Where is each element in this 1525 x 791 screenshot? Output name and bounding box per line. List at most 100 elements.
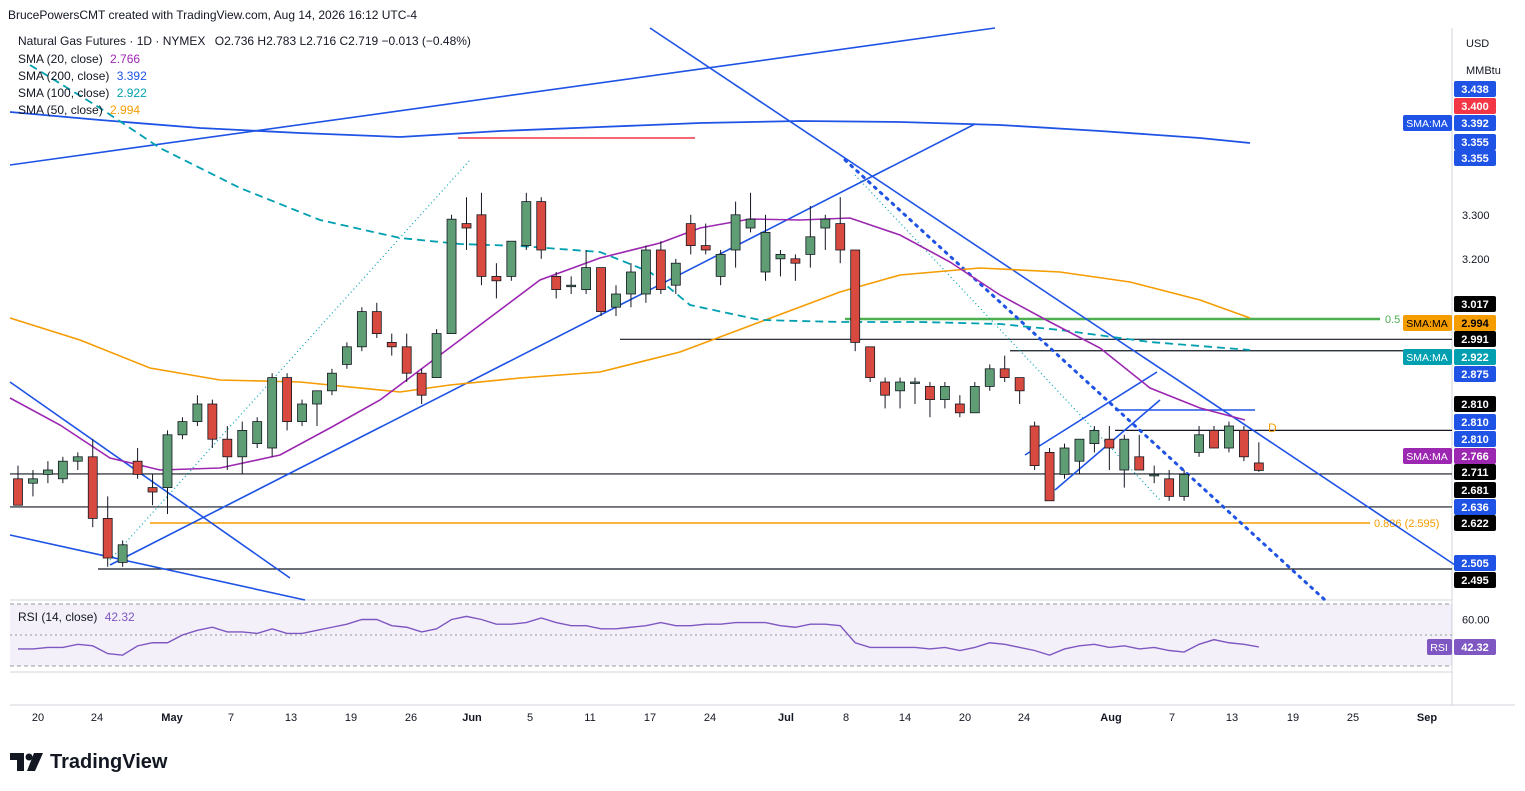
price-label: 2.875 (1454, 366, 1496, 382)
candle (566, 276, 577, 294)
price-label-text: 3.017 (1461, 299, 1489, 311)
candle (820, 214, 831, 250)
candle (102, 496, 113, 567)
candle (655, 241, 666, 294)
candle (207, 399, 218, 448)
price-label-text: 2.991 (1461, 334, 1489, 346)
ma-tag-text: SMA:MA (1406, 118, 1447, 130)
candle (1044, 448, 1055, 502)
time-tick: 17 (644, 712, 656, 724)
sma20-label: SMA (20, close) (18, 52, 103, 66)
candle-body (237, 429, 248, 458)
tradingview-logo[interactable]: TradingView (10, 750, 167, 774)
legend-rsi[interactable]: RSI (14, close) 42.32 (18, 610, 135, 624)
candle-body (730, 214, 741, 251)
legend-sma50[interactable]: SMA (50, close) 2.994 (18, 103, 140, 117)
candle-body (954, 403, 965, 414)
trend-line (9, 534, 306, 601)
pattern-marker-d: D (1268, 421, 1277, 435)
instrument-title: Natural Gas Futures · 1D · NYMEX (18, 34, 206, 48)
candle (252, 417, 263, 448)
candle-body (685, 223, 696, 247)
candle-body (401, 346, 412, 374)
candle-body (446, 218, 457, 334)
candle-body (984, 368, 995, 387)
time-tick: 24 (91, 712, 103, 724)
price-label: 2.711 (1454, 464, 1496, 480)
candle (416, 368, 427, 404)
tradingview-logo-icon (10, 753, 43, 771)
price-label-box (1454, 555, 1496, 571)
time-tick: 24 (704, 712, 716, 724)
candle (1253, 442, 1264, 472)
candle-body (1059, 447, 1070, 475)
candle (13, 465, 23, 506)
candle-body (1074, 438, 1085, 462)
candle-body (117, 544, 128, 563)
candle (1074, 438, 1085, 475)
price-label-box (1454, 448, 1496, 464)
sma50-value: 2.994 (110, 103, 141, 117)
price-label-box (1454, 482, 1496, 498)
price-tick: 3.300 (1462, 210, 1490, 222)
candle-body (536, 201, 547, 251)
price-label-text: 3.355 (1461, 153, 1489, 165)
candle (700, 223, 711, 255)
price-label-box (1454, 515, 1496, 531)
price-label-text: 3.438 (1461, 84, 1489, 96)
candle (670, 258, 681, 294)
candle (880, 377, 890, 409)
price-label: 3.017 (1454, 296, 1496, 312)
candle (715, 250, 726, 286)
price-label-box (1454, 366, 1496, 382)
time-tick: 20 (959, 712, 971, 724)
candle-body (327, 372, 337, 392)
legend-sma200[interactable]: SMA (200, close) 3.392 (18, 69, 147, 83)
time-tick: 14 (899, 712, 911, 724)
candle-body (57, 460, 68, 480)
time-tick: 19 (1287, 712, 1299, 724)
time-tick: 13 (1226, 712, 1238, 724)
candle-body (282, 377, 293, 423)
price-label-text: 3.355 (1461, 137, 1489, 149)
candle (1194, 426, 1204, 457)
time-tick: 26 (405, 712, 417, 724)
rsi-tag-text: RSI (1430, 642, 1448, 654)
candle (835, 197, 846, 264)
candle (925, 382, 935, 418)
candle-body (43, 469, 53, 475)
candle-body (506, 240, 517, 277)
candle (341, 342, 352, 369)
candle-body (865, 346, 876, 378)
price-label: 2.636 (1454, 499, 1496, 515)
candle-body (835, 223, 846, 251)
candle (237, 421, 248, 475)
candle (43, 461, 53, 484)
legend-title-row: Natural Gas Futures · 1D · NYMEX O2.736 … (18, 34, 471, 48)
candle-body (805, 236, 816, 255)
legend-sma100[interactable]: SMA (100, close) 2.922 (18, 86, 147, 100)
candle (297, 399, 307, 426)
candle (940, 382, 950, 409)
candle-body (13, 478, 23, 506)
axis-currency[interactable]: USD (1466, 38, 1490, 50)
candle (1164, 470, 1175, 501)
candle-body (252, 421, 263, 445)
candle (1059, 443, 1070, 479)
candle (282, 373, 293, 431)
legend-sma20[interactable]: SMA (20, close) 2.766 (18, 52, 140, 66)
price-tick: 3.200 (1462, 254, 1490, 266)
time-tick: 11 (584, 712, 595, 724)
candle (790, 254, 801, 281)
time-tick: 19 (345, 712, 357, 724)
sma50-label: SMA (50, close) (18, 103, 103, 117)
candle (356, 307, 367, 352)
candle-body (1134, 456, 1145, 471)
candle (984, 364, 995, 391)
candle-body (581, 267, 591, 291)
price-label-box (1454, 349, 1496, 365)
candle (1119, 434, 1130, 488)
candle-body (1239, 429, 1249, 458)
sma50-line (9, 267, 1251, 393)
